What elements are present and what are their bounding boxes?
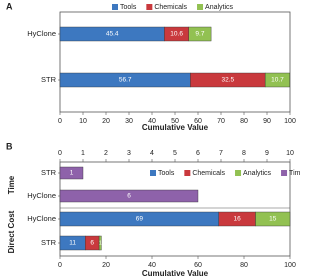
x-tick-label: 100 <box>284 118 296 125</box>
legend-label: Time <box>289 170 300 177</box>
legend-swatch <box>235 170 242 176</box>
x-axis-label: Cumulative Value <box>142 123 209 132</box>
bar-segment <box>59 189 199 203</box>
legend-swatch <box>112 4 118 10</box>
panel-label: A <box>6 1 13 11</box>
legend-swatch <box>150 170 156 176</box>
x-tick-label: 30 <box>125 118 133 125</box>
legend-swatch <box>281 170 288 176</box>
bar-value-label: 6 <box>127 193 131 200</box>
bar-value-label: 11 <box>69 240 76 247</box>
bar-value-label: 69 <box>136 216 144 223</box>
bar-value-label: 32.5 <box>221 77 234 84</box>
legend-label: Tools <box>120 4 137 11</box>
bar-value-label: 15 <box>269 216 277 223</box>
x-tick-label: 50 <box>171 118 179 125</box>
bar-value-label: 10.7 <box>271 77 284 84</box>
x-tick-label: 9 <box>265 150 269 157</box>
x-tick-label: 40 <box>148 118 156 125</box>
x-tick-label: 80 <box>240 118 248 125</box>
x-tick-label: 80 <box>240 262 248 269</box>
legend-label: Analytics <box>205 4 234 11</box>
legend-label: Chemicals <box>192 170 225 177</box>
x-tick-label: 0 <box>58 118 62 125</box>
bar-value-label: 9.7 <box>195 31 204 38</box>
bar-value-label: 6 <box>90 240 94 247</box>
y-tick-label: HyClone <box>27 214 56 223</box>
bar-segment <box>98 235 102 251</box>
legend-label: Analytics <box>243 170 272 177</box>
x-tick-label: 4 <box>150 150 154 157</box>
x-tick-label: 10 <box>286 150 294 157</box>
y-tick-label: STR <box>41 168 57 177</box>
legend-swatch <box>184 170 191 176</box>
x-tick-label: 6 <box>196 150 200 157</box>
x-tick-label: 10 <box>79 118 87 125</box>
bar-value-label: 1 <box>70 170 74 177</box>
legend-label: Chemicals <box>154 4 187 11</box>
x-tick-label: 5 <box>173 150 177 157</box>
bar-segment <box>255 211 291 227</box>
x-tick-label: 60 <box>194 262 202 269</box>
x-tick-label: 1 <box>81 150 85 157</box>
x-tick-label: 0 <box>58 262 62 269</box>
x-tick-label: 90 <box>263 118 271 125</box>
x-tick-label: 20 <box>102 262 110 269</box>
group-label: Time <box>7 175 16 194</box>
y-tick-label: HyClone <box>27 29 56 38</box>
x-axis-label: Cumulative Value <box>142 269 209 278</box>
x-tick-label: 7 <box>219 150 223 157</box>
x-tick-label: 60 <box>194 118 202 125</box>
bar-segment <box>59 166 84 180</box>
x-tick-label: 100 <box>284 262 296 269</box>
x-tick-label: 70 <box>217 118 225 125</box>
x-tick-label: 20 <box>102 118 110 125</box>
legend-label: Tools <box>158 170 175 177</box>
background <box>0 0 300 280</box>
bar-value-label: 16 <box>233 216 241 223</box>
group-label: Direct Cost <box>7 210 16 253</box>
bar-value-label: 1 <box>99 240 102 246</box>
legend-swatch <box>197 4 204 10</box>
bar-value-label: 10.6 <box>170 31 183 38</box>
bar-segment <box>188 26 212 42</box>
x-tick-label: 40 <box>148 262 156 269</box>
bar-value-label: 45.4 <box>106 31 119 38</box>
x-tick-label: 3 <box>127 150 131 157</box>
x-tick-label: 2 <box>104 150 108 157</box>
y-tick-label: STR <box>41 75 57 84</box>
y-tick-label: HyClone <box>27 191 56 200</box>
y-tick-label: STR <box>41 238 57 247</box>
bar-segment <box>264 72 290 88</box>
legend-swatch <box>146 4 153 10</box>
bar-value-label: 56.7 <box>119 77 132 84</box>
panel-label: B <box>6 141 13 151</box>
x-tick-label: 8 <box>242 150 246 157</box>
x-tick-label: 0 <box>58 150 62 157</box>
